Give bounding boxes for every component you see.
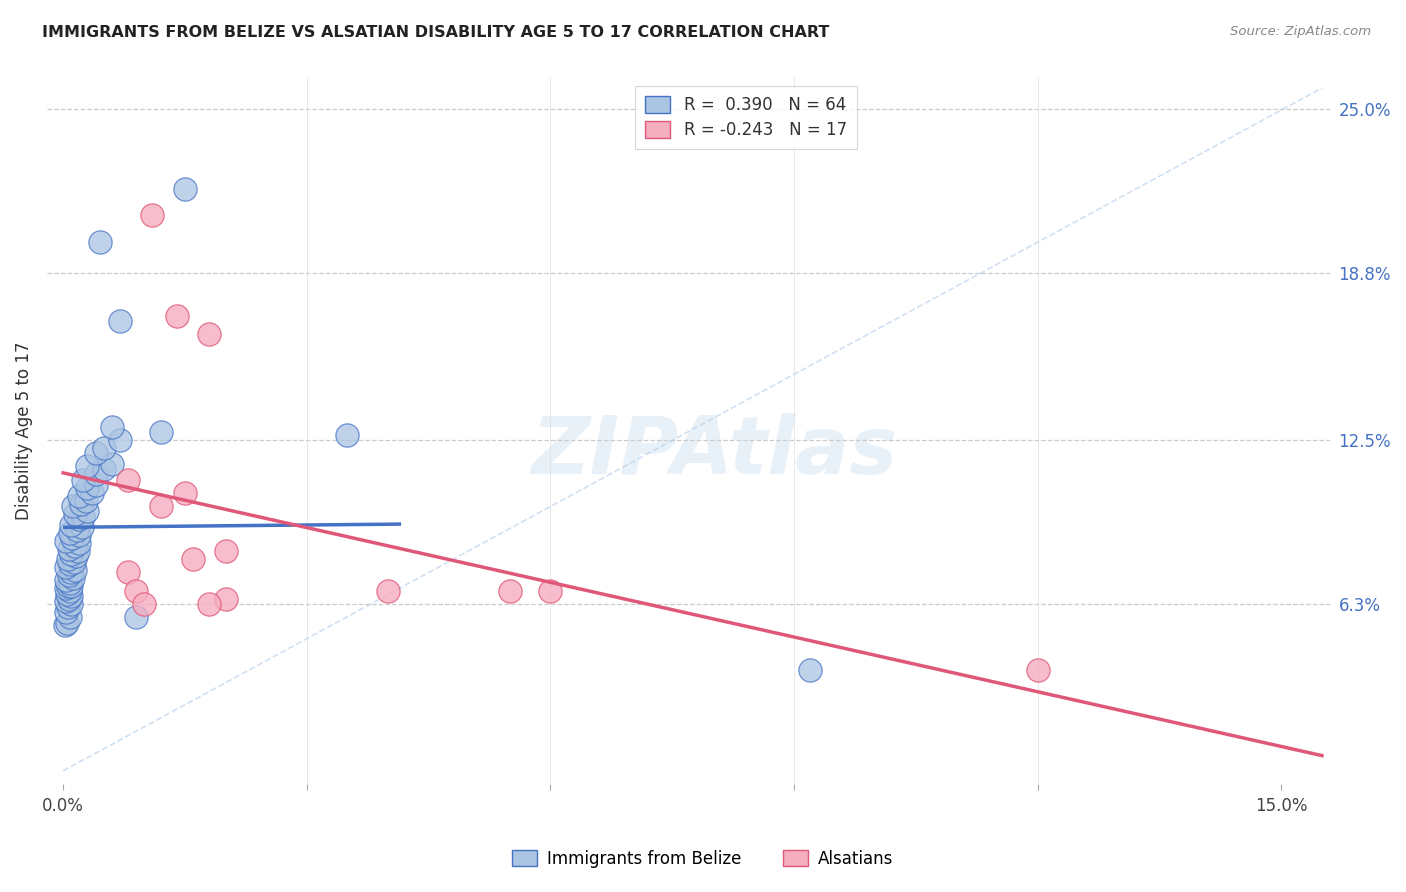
- Point: [1026, 663, 1049, 677]
- Point: [62, 571, 84, 585]
- Point: [56, 552, 79, 566]
- Point: [67, 512, 90, 526]
- Text: ZIPAtlas: ZIPAtlas: [531, 413, 897, 491]
- Point: [60, 531, 83, 545]
- Point: [59, 525, 82, 540]
- Point: [70, 496, 93, 510]
- Point: [65, 549, 87, 564]
- Point: [58, 591, 80, 606]
- Point: [55, 574, 77, 588]
- Point: [174, 486, 197, 500]
- Point: [62, 499, 84, 513]
- Point: [377, 583, 399, 598]
- Point: [117, 473, 139, 487]
- Point: [166, 309, 188, 323]
- Point: [76, 481, 98, 495]
- Y-axis label: Disability Age 5 to 17: Disability Age 5 to 17: [15, 342, 32, 520]
- Point: [66, 544, 89, 558]
- Point: [125, 583, 148, 598]
- Point: [67, 536, 90, 550]
- Point: [336, 427, 359, 442]
- Point: [67, 489, 90, 503]
- Point: [198, 597, 221, 611]
- Point: [799, 663, 821, 677]
- Point: [214, 544, 236, 558]
- Point: [141, 208, 163, 222]
- Point: [181, 552, 204, 566]
- Point: [84, 467, 107, 482]
- Point: [66, 523, 89, 537]
- Point: [75, 494, 97, 508]
- Point: [59, 558, 82, 572]
- Point: [55, 594, 77, 608]
- Point: [60, 578, 83, 592]
- Legend: R =  0.390   N = 64, R = -0.243   N = 17: R = 0.390 N = 64, R = -0.243 N = 17: [636, 86, 856, 149]
- Point: [60, 517, 83, 532]
- Point: [538, 583, 561, 598]
- Point: [93, 462, 115, 476]
- Point: [59, 610, 82, 624]
- Point: [76, 504, 98, 518]
- Point: [214, 591, 236, 606]
- Point: [84, 478, 107, 492]
- Point: [60, 589, 83, 603]
- Point: [60, 597, 83, 611]
- Point: [101, 457, 124, 471]
- Point: [65, 507, 87, 521]
- Point: [60, 566, 83, 580]
- Point: [84, 446, 107, 460]
- Legend: Immigrants from Belize, Alsatians: Immigrants from Belize, Alsatians: [506, 844, 900, 875]
- Point: [198, 327, 221, 342]
- Point: [149, 425, 172, 439]
- Point: [58, 568, 80, 582]
- Point: [93, 441, 115, 455]
- Point: [56, 615, 79, 630]
- Text: IMMIGRANTS FROM BELIZE VS ALSATIAN DISABILITY AGE 5 TO 17 CORRELATION CHART: IMMIGRANTS FROM BELIZE VS ALSATIAN DISAB…: [42, 25, 830, 40]
- Point: [76, 459, 98, 474]
- Point: [134, 597, 156, 611]
- Point: [101, 419, 124, 434]
- Point: [60, 547, 83, 561]
- Point: [53, 618, 76, 632]
- Point: [70, 520, 93, 534]
- Point: [174, 181, 197, 195]
- Point: [56, 578, 79, 592]
- Point: [55, 533, 77, 548]
- Point: [149, 499, 172, 513]
- Point: [63, 539, 86, 553]
- Point: [55, 560, 77, 574]
- Point: [117, 566, 139, 580]
- Point: [65, 563, 87, 577]
- Point: [56, 586, 79, 600]
- Point: [59, 576, 82, 591]
- Point: [125, 610, 148, 624]
- Text: Source: ZipAtlas.com: Source: ZipAtlas.com: [1230, 25, 1371, 38]
- Point: [59, 583, 82, 598]
- Point: [499, 583, 522, 598]
- Point: [62, 555, 84, 569]
- Point: [56, 599, 79, 614]
- Point: [55, 605, 77, 619]
- Point: [89, 235, 111, 249]
- Point: [72, 473, 94, 487]
- Point: [108, 433, 131, 447]
- Point: [72, 509, 94, 524]
- Point: [80, 486, 103, 500]
- Point: [108, 314, 131, 328]
- Point: [55, 581, 77, 595]
- Point: [67, 528, 90, 542]
- Point: [58, 541, 80, 556]
